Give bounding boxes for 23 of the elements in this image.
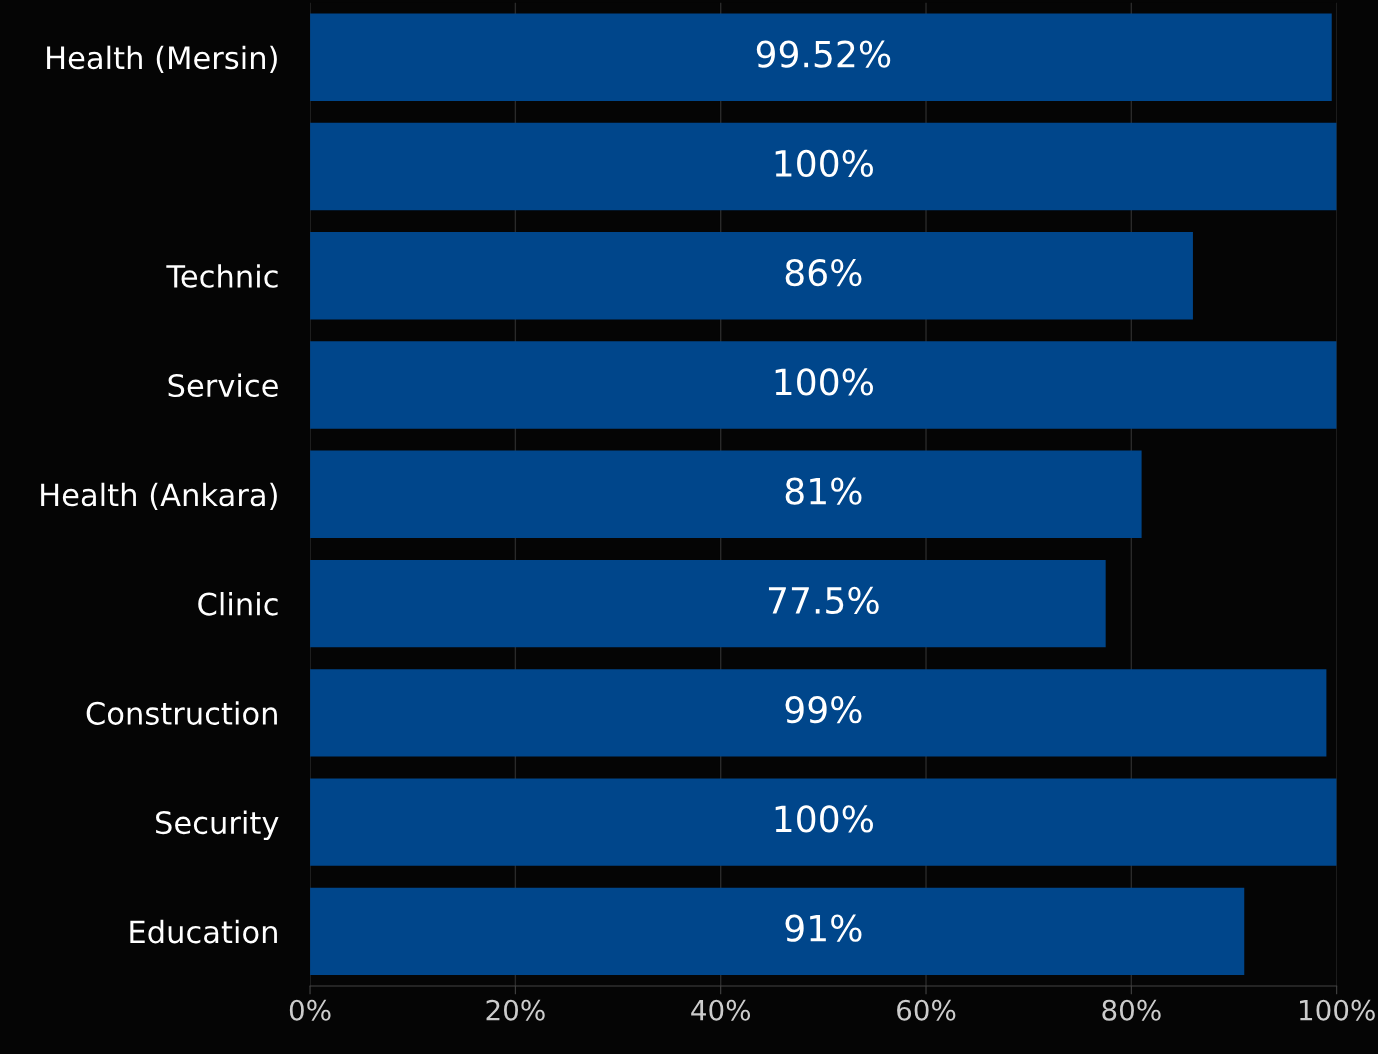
data-label: 77.5%	[768, 586, 879, 615]
x-tick-label: 100%	[1300, 999, 1375, 1021]
y-tick-label: Security	[156, 810, 279, 841]
y-tick-label: Health (Mersin)	[47, 45, 277, 73]
x-tick-label: 40%	[691, 999, 751, 1021]
data-label: 100%	[775, 368, 873, 396]
x-tick-label: 80%	[1102, 999, 1161, 1021]
y-tick-label: Health (Ankara)	[41, 482, 277, 510]
y-tick-label: Education	[130, 919, 277, 944]
data-label: 86%	[785, 258, 862, 287]
y-tick-label: Service	[168, 373, 278, 398]
data-label: 99%	[785, 696, 862, 724]
data-label: 91%	[785, 914, 862, 942]
x-tick-label: 20%	[486, 999, 545, 1021]
data-label: 99.52%	[756, 40, 891, 68]
data-label: 100%	[775, 149, 873, 178]
y-tick-label: Clinic	[198, 591, 278, 616]
y-tick-label: Technic	[166, 264, 278, 288]
data-label: 100%	[775, 805, 873, 833]
x-tick-label: 60%	[897, 999, 956, 1021]
y-tick-label: Construction	[86, 701, 277, 725]
data-label: 81%	[785, 477, 862, 505]
x-tick-label: 0%	[289, 999, 331, 1021]
